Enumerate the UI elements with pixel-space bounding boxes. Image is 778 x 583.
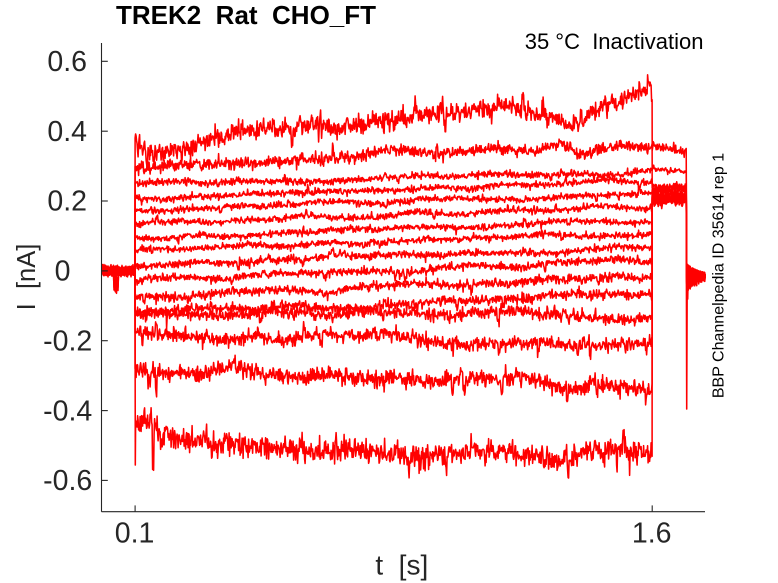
svg-text:TREK2 Rat CHO_FT: TREK2 Rat CHO_FT	[116, 0, 376, 30]
svg-text:-0.4: -0.4	[43, 395, 92, 427]
svg-text:0.6: 0.6	[47, 46, 87, 78]
svg-text:1.6: 1.6	[632, 518, 672, 550]
svg-text:BBP Channelpedia ID 35614 rep: BBP Channelpedia ID 35614 rep 1	[711, 153, 728, 398]
svg-text:35 °C Inactivation: 35 °C Inactivation	[525, 29, 704, 54]
svg-text:-0.2: -0.2	[43, 325, 92, 357]
svg-text:0.1: 0.1	[115, 518, 155, 550]
svg-text:-0.6: -0.6	[43, 465, 92, 497]
svg-text:I [nA]: I [nA]	[13, 244, 41, 311]
svg-text:t [s]: t [s]	[375, 550, 428, 581]
svg-text:0.2: 0.2	[47, 186, 87, 218]
svg-text:0: 0	[55, 256, 71, 288]
svg-text:0.4: 0.4	[47, 116, 87, 148]
